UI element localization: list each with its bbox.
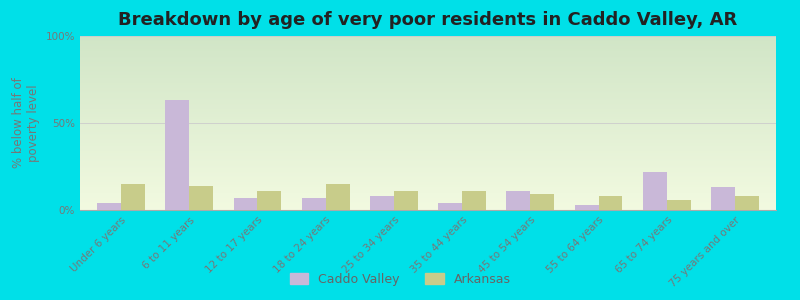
Bar — [189, 186, 213, 210]
Bar — [394, 191, 418, 210]
Bar — [462, 191, 486, 210]
Bar — [667, 200, 690, 210]
Bar — [711, 188, 735, 210]
Bar — [598, 196, 622, 210]
Bar — [97, 203, 121, 210]
Y-axis label: % below half of
poverty level: % below half of poverty level — [12, 78, 40, 168]
Title: Breakdown by age of very poor residents in Caddo Valley, AR: Breakdown by age of very poor residents … — [118, 11, 738, 29]
Bar — [506, 191, 530, 210]
Bar — [121, 184, 145, 210]
Bar — [302, 198, 326, 210]
Bar — [643, 172, 667, 210]
Bar — [166, 100, 189, 210]
Bar — [370, 196, 394, 210]
Bar — [438, 203, 462, 210]
Bar — [258, 191, 282, 210]
Bar — [574, 205, 598, 210]
Bar — [530, 194, 554, 210]
Bar — [326, 184, 350, 210]
Bar — [735, 196, 759, 210]
Legend: Caddo Valley, Arkansas: Caddo Valley, Arkansas — [285, 268, 515, 291]
Bar — [234, 198, 258, 210]
